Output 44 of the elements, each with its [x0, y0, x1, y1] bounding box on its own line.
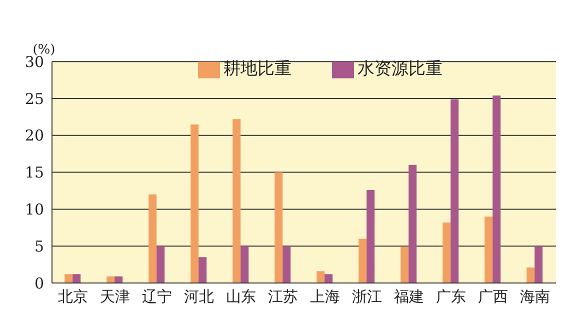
- bar: [190, 124, 199, 283]
- bar: [114, 276, 123, 283]
- y-tick-label: 10: [24, 200, 44, 219]
- x-tick-label: 海南: [520, 288, 550, 306]
- bar: [526, 268, 535, 283]
- bar: [492, 96, 501, 283]
- bar: [72, 274, 81, 283]
- legend-label: 水资源比重: [358, 59, 442, 79]
- bar: [232, 119, 241, 283]
- bar: [534, 246, 543, 283]
- x-tick-label: 福建: [394, 288, 424, 306]
- bar: [484, 216, 493, 283]
- bar: [156, 246, 165, 283]
- x-tick-label: 上海: [310, 288, 340, 306]
- x-tick-label: 浙江: [352, 288, 382, 306]
- x-tick-label: 河北: [184, 288, 214, 306]
- bar: [282, 246, 291, 283]
- x-tick-label: 山东: [226, 288, 256, 306]
- x-tick-label: 江苏: [268, 288, 298, 306]
- y-tick-label: 5: [34, 237, 44, 256]
- bar: [198, 257, 207, 283]
- bar: [316, 271, 325, 283]
- y-tick-label: 25: [24, 90, 44, 108]
- y-tick-label: 15: [24, 164, 44, 182]
- x-tick-label: 广西: [478, 288, 508, 306]
- bar: [450, 99, 459, 283]
- bar: [400, 246, 409, 283]
- bar: [324, 274, 333, 283]
- bar: [408, 164, 417, 283]
- bar: [366, 190, 375, 283]
- bar: [240, 246, 249, 283]
- x-tick-label: 天津: [100, 288, 130, 306]
- x-tick-label: 广东: [436, 288, 466, 306]
- bar: [274, 172, 283, 283]
- x-tick-label: 北京: [58, 288, 88, 306]
- y-tick-label: 0: [34, 274, 44, 292]
- bar: [148, 194, 157, 283]
- bar: [106, 276, 115, 283]
- y-tick-label: 20: [24, 126, 44, 145]
- bar: [358, 238, 367, 283]
- bar: [442, 222, 451, 283]
- x-tick-label: 辽宁: [142, 288, 172, 306]
- bar: [64, 274, 73, 283]
- legend-label: 耕地比重: [224, 59, 292, 79]
